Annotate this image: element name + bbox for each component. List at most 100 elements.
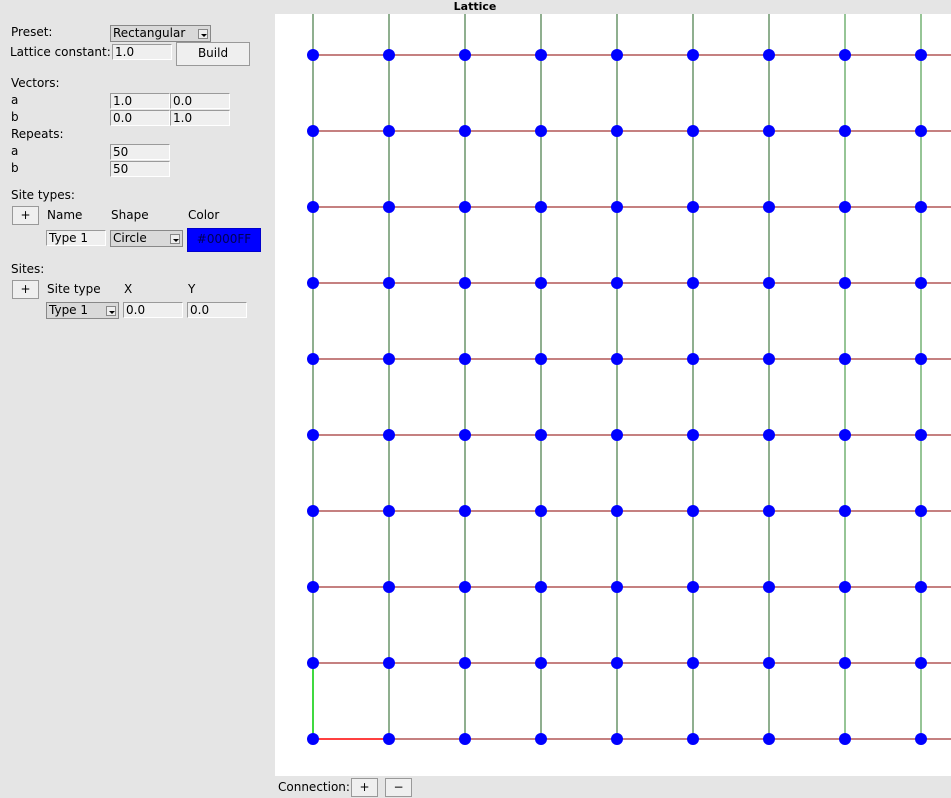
chevron-down-icon	[198, 29, 208, 39]
lattice-site	[839, 581, 851, 593]
repeats-label: Repeats:	[11, 127, 64, 141]
add-site-type-button[interactable]: +	[12, 206, 39, 225]
lattice-site	[763, 125, 775, 137]
lattice-site	[915, 201, 927, 213]
chevron-down-icon	[170, 234, 180, 244]
site-type-value: Type 1	[49, 303, 89, 317]
lattice-plot	[307, 14, 951, 745]
lattice-site	[459, 277, 471, 289]
shape-value: Circle	[113, 231, 147, 245]
add-connection-button[interactable]: +	[351, 778, 378, 797]
lattice-site	[687, 125, 699, 137]
site-type-select[interactable]: Type 1	[46, 302, 119, 319]
lattice-site	[383, 429, 395, 441]
repeat-b-input[interactable]: 50	[110, 161, 170, 177]
lattice-site	[611, 429, 623, 441]
sites-label: Sites:	[11, 262, 45, 276]
lattice-site	[839, 733, 851, 745]
lattice-site	[383, 733, 395, 745]
site-type-name-header: Name	[47, 208, 83, 222]
lattice-site	[839, 353, 851, 365]
lattice-site	[307, 201, 319, 213]
lattice-site	[763, 277, 775, 289]
repeat-a-label: a	[11, 144, 19, 158]
lattice-site	[611, 581, 623, 593]
lattice-site	[915, 277, 927, 289]
site-y-input[interactable]: 0.0	[187, 302, 247, 318]
lattice-site	[611, 277, 623, 289]
lattice-site	[459, 353, 471, 365]
lattice-site	[307, 505, 319, 517]
window-title: Lattice	[453, 0, 497, 13]
lattice-site	[535, 353, 547, 365]
vector-b-x-input[interactable]: 0.0	[110, 110, 170, 126]
lattice-site	[763, 353, 775, 365]
lattice-site	[307, 733, 319, 745]
lattice-site	[383, 201, 395, 213]
lattice-site	[915, 49, 927, 61]
lattice-site	[687, 505, 699, 517]
lattice-site	[535, 505, 547, 517]
repeat-b-label: b	[11, 161, 19, 175]
lattice-site	[307, 277, 319, 289]
lattice-site	[687, 49, 699, 61]
vector-a-y-input[interactable]: 0.0	[170, 93, 230, 109]
site-x-input[interactable]: 0.0	[123, 302, 183, 318]
site-type-name-input[interactable]: Type 1	[46, 230, 106, 246]
preset-label: Preset:	[11, 25, 53, 39]
lattice-site	[611, 353, 623, 365]
lattice-site	[459, 49, 471, 61]
remove-connection-button[interactable]: −	[385, 778, 412, 797]
lattice-site	[915, 581, 927, 593]
lattice-site	[383, 49, 395, 61]
lattice-site	[763, 505, 775, 517]
preset-select[interactable]: Rectangular	[110, 25, 211, 42]
vector-b-y-input[interactable]: 1.0	[170, 110, 230, 126]
site-type-shape-header: Shape	[111, 208, 149, 222]
lattice-site	[915, 429, 927, 441]
lattice-site	[383, 125, 395, 137]
lattice-site	[307, 657, 319, 669]
add-site-button[interactable]: +	[12, 280, 39, 299]
lattice-site	[535, 201, 547, 213]
lattice-site	[459, 581, 471, 593]
lattice-site	[307, 353, 319, 365]
site-y-header: Y	[188, 282, 196, 296]
lattice-site	[915, 505, 927, 517]
lattice-constant-input[interactable]: 1.0	[112, 44, 172, 60]
lattice-site	[459, 657, 471, 669]
lattice-site	[687, 429, 699, 441]
vector-a-label: a	[11, 93, 19, 107]
vector-a-x-input[interactable]: 1.0	[110, 93, 170, 109]
lattice-site	[839, 125, 851, 137]
lattice-site	[839, 277, 851, 289]
repeat-a-input[interactable]: 50	[110, 144, 170, 160]
lattice-site	[915, 125, 927, 137]
lattice-canvas[interactable]	[275, 14, 951, 776]
lattice-site	[535, 277, 547, 289]
vectors-label: Vectors:	[11, 76, 60, 90]
lattice-site	[839, 657, 851, 669]
lattice-site	[535, 429, 547, 441]
lattice-site	[687, 581, 699, 593]
lattice-site	[459, 125, 471, 137]
lattice-site	[763, 581, 775, 593]
lattice-site	[915, 733, 927, 745]
site-x-header: X	[124, 282, 133, 296]
preset-value: Rectangular	[113, 26, 186, 40]
lattice-site	[611, 201, 623, 213]
build-button[interactable]: Build	[176, 42, 250, 66]
lattice-site	[763, 201, 775, 213]
site-type-color-button[interactable]: #0000FF	[187, 228, 261, 252]
lattice-site	[915, 353, 927, 365]
site-type-shape-select[interactable]: Circle	[110, 230, 183, 247]
lattice-site	[535, 581, 547, 593]
lattice-site	[839, 505, 851, 517]
vector-b-label: b	[11, 110, 19, 124]
lattice-site	[383, 581, 395, 593]
lattice-site	[611, 657, 623, 669]
lattice-site	[307, 581, 319, 593]
lattice-site	[687, 657, 699, 669]
lattice-site	[611, 49, 623, 61]
lattice-site	[383, 657, 395, 669]
